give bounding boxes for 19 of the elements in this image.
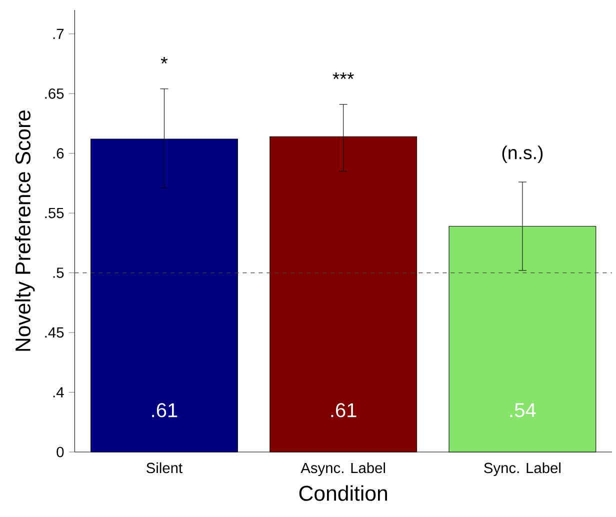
y-tick-label: .4: [53, 387, 64, 398]
annotation: *: [160, 56, 168, 64]
y-tick-label: 0: [56, 446, 64, 458]
y-tick-label: .6: [53, 148, 64, 159]
y-tick-label: .65: [45, 88, 64, 99]
y-tick-label: .55: [45, 208, 64, 218]
y-tick-label: .7: [53, 28, 64, 39]
x-tick-label: Silent: [146, 462, 182, 474]
x-tick-label: Sync. Label: [484, 462, 560, 476]
data-label: .61: [152, 403, 178, 418]
y-tick-label: .45: [45, 327, 64, 338]
y-axis-title: Novelty Preference Score: [14, 110, 35, 351]
y-tick-label: .5: [53, 268, 64, 278]
data-label: .54: [510, 403, 536, 418]
x-axis-title: Condition: [299, 485, 387, 501]
data-label: .61: [331, 403, 356, 418]
annotation: (n.s.): [502, 146, 543, 163]
annotation: ***: [332, 72, 354, 80]
x-tick-label: Async. Label: [300, 462, 386, 476]
